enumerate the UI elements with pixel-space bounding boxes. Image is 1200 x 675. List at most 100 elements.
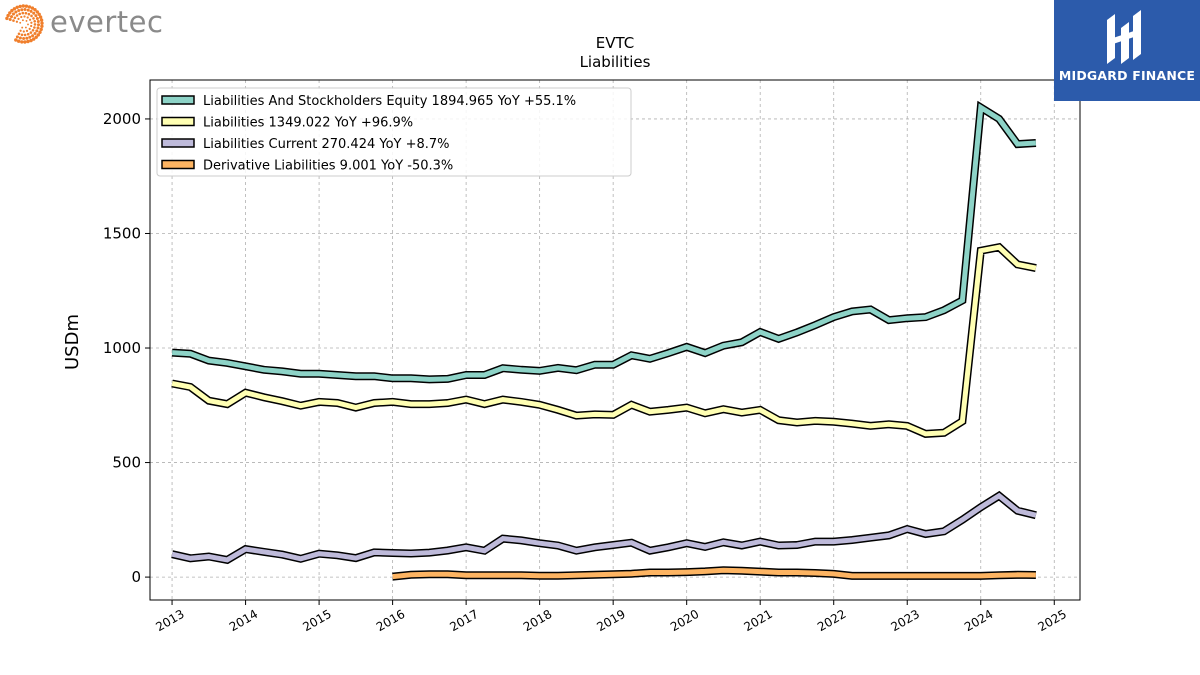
logo-dot — [39, 27, 43, 32]
y-tick-label: 0 — [131, 568, 141, 586]
logo-dot — [22, 36, 26, 41]
x-tick-label: 2025 — [1036, 607, 1069, 634]
logo-dot — [18, 4, 22, 9]
logo-dot — [36, 33, 40, 37]
logo-dot — [32, 17, 35, 20]
logo-dot — [18, 36, 22, 40]
logo-dot — [28, 27, 31, 31]
logo-dot — [37, 12, 41, 16]
y-axis-label: USDm — [62, 314, 83, 370]
midgard-logo-icon — [1107, 10, 1141, 64]
x-tick-label: 2023 — [889, 607, 922, 634]
logo-dot — [6, 13, 10, 18]
logo-dot — [40, 21, 44, 25]
logo-dot — [9, 15, 14, 19]
plot-area-frame — [149, 79, 1081, 601]
logo-dot — [13, 16, 17, 20]
logo-dot — [14, 38, 18, 42]
logo-dot — [30, 6, 35, 10]
logo-dot — [8, 17, 12, 22]
logo-dot — [17, 17, 20, 21]
x-tick-label: 2022 — [815, 607, 848, 634]
logo-dot — [26, 39, 30, 44]
legend-entry: Liabilities And Stockholders Equity 1894… — [203, 94, 576, 109]
legend-entry: Liabilities 1349.022 YoY +96.9% — [203, 116, 413, 131]
logo-text: evertec — [50, 5, 164, 39]
logo-dot — [21, 19, 24, 22]
x-tick-label: 2018 — [521, 607, 554, 634]
y-tick-label: 2000 — [103, 110, 141, 128]
x-tick-label: 2015 — [300, 607, 333, 634]
series-1 — [171, 242, 1037, 438]
logo-dot — [23, 33, 27, 37]
midgard-finance-badge: MIDGARD FINANCE — [1054, 0, 1200, 101]
logo-dot — [19, 29, 22, 32]
logo-dot — [27, 12, 31, 16]
evertec-logo: evertec — [4, 4, 163, 44]
series-line — [171, 103, 1037, 382]
logo-dot — [17, 32, 21, 36]
logo-dot — [19, 21, 22, 24]
logo-dot — [5, 16, 9, 21]
logo-dot — [11, 12, 16, 16]
logo-dot — [20, 33, 24, 37]
brand-text: MIDGARD FINANCE — [1058, 68, 1196, 83]
logo-dot — [20, 40, 24, 44]
y-tick-label: 1000 — [103, 339, 141, 357]
x-tick-label: 2013 — [153, 607, 186, 634]
logo-dot — [15, 5, 19, 9]
series-lines — [171, 100, 1037, 581]
logo-dot — [23, 40, 27, 44]
logo-dot — [20, 8, 24, 12]
legend-swatch — [161, 95, 195, 105]
logo-dot — [17, 39, 21, 43]
x-tick-label: 2021 — [741, 607, 774, 634]
logo-dot — [26, 8, 30, 12]
logo-dot — [25, 29, 29, 33]
logo-dot — [39, 18, 44, 22]
series-0 — [171, 100, 1037, 384]
logo-dot — [8, 11, 12, 15]
logo-dot — [32, 11, 36, 15]
x-tick-label: 2019 — [594, 607, 627, 634]
logo-dot — [35, 16, 39, 21]
logo-dot — [29, 31, 33, 34]
logo-dot — [29, 38, 33, 43]
logo-dot — [26, 32, 30, 36]
series-3 — [392, 566, 1036, 581]
series-2 — [171, 490, 1037, 565]
logo-dot — [17, 8, 21, 13]
logo-dot — [30, 21, 33, 24]
legend-entry: Liabilities Current 270.424 YoY +8.7% — [203, 137, 450, 152]
logo-dot — [36, 19, 40, 24]
logo-dot — [27, 23, 29, 26]
legend-box — [156, 87, 632, 177]
logo-dot — [31, 28, 35, 32]
legend-entry: Derivative Liabilities 9.001 YoY -50.3% — [203, 159, 453, 174]
logo-dot — [29, 9, 33, 13]
logo-dot — [28, 35, 32, 39]
logo-dot — [40, 24, 44, 28]
logo-dot — [33, 23, 37, 26]
logo-dot — [21, 4, 25, 8]
logo-dot — [15, 14, 19, 17]
logo-dot — [35, 29, 39, 33]
y-tick-label: 1500 — [103, 224, 141, 242]
x-tick-label: 2016 — [374, 607, 407, 634]
logo-dot — [36, 23, 41, 27]
logo-dot — [12, 7, 17, 11]
logo-dot — [24, 26, 27, 29]
logo-dot — [24, 11, 28, 15]
legend-swatch — [161, 138, 195, 148]
logo-dot — [25, 19, 28, 22]
series-line — [392, 567, 1036, 580]
logo-dot — [18, 12, 22, 16]
legend-swatch — [161, 116, 195, 127]
legend: Liabilities And Stockholders Equity 1894… — [156, 87, 632, 177]
y-tick-label: 500 — [112, 454, 141, 472]
logo-dot — [35, 10, 39, 14]
logo-dot — [23, 15, 26, 18]
x-tick-label: 2014 — [227, 607, 260, 634]
logo-dot — [38, 15, 43, 19]
